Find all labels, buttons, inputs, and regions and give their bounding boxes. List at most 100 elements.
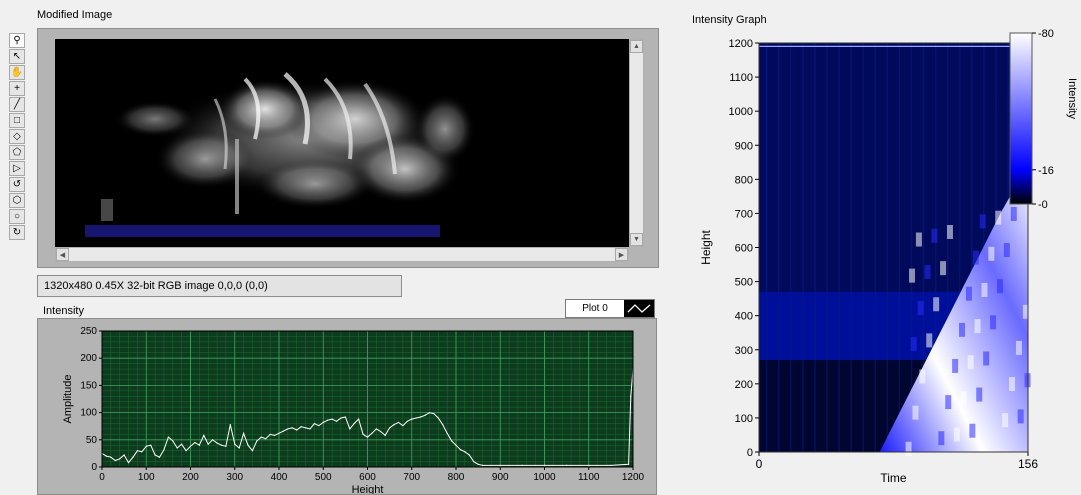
heatmap-texture-cell (933, 297, 939, 311)
freehand-tool-icon[interactable]: ▷ (9, 161, 25, 176)
data-point (265, 438, 266, 439)
colorbar[interactable] (1010, 33, 1032, 204)
intensity-graph[interactable]: 0 100 200 300 400 500 600 700 800 900 1000 1100 1200… (688, 29, 1081, 495)
data-point (367, 436, 368, 437)
pan-tool-icon[interactable]: ✋ (9, 65, 25, 80)
heatmap-texture-cell (980, 214, 986, 228)
y-tick-label: 500 (735, 277, 753, 289)
data-point (402, 425, 403, 426)
heatmap-streak (766, 43, 768, 452)
heatmap-texture-cell (954, 427, 960, 441)
data-point (385, 435, 386, 436)
heatmap-texture-cell (1004, 243, 1010, 257)
data-point (332, 419, 333, 420)
y-tick-label: 0 (747, 447, 753, 459)
data-point (478, 464, 479, 465)
select-tool-icon[interactable]: ↖ (9, 49, 25, 64)
rotated-rectangle-tool-icon[interactable]: ◇ (9, 129, 25, 144)
data-point (349, 428, 350, 429)
image-toolbar: ⚲ ↖ ✋ + ╱ □ ◇ ⬠ ▷ ↺ ⬡ ○ ↻ (9, 33, 29, 241)
scroll-up-arrow[interactable]: ▲ (630, 40, 643, 53)
data-point (460, 449, 461, 450)
data-point (296, 429, 297, 430)
data-point (544, 465, 545, 466)
heatmap-texture-cell (976, 388, 982, 402)
data-point (376, 428, 377, 429)
x-tick-label: 100 (138, 472, 155, 483)
oval-tool-icon[interactable]: ○ (9, 209, 25, 224)
data-point (159, 457, 160, 458)
heatmap-texture-cell (912, 406, 918, 420)
data-point (630, 396, 631, 397)
zoom-tool-icon[interactable]: ⚲ (9, 33, 25, 48)
x-tick-label: 1200 (622, 472, 645, 483)
scroll-right-arrow[interactable]: ▶ (615, 248, 628, 261)
flame-image (55, 39, 629, 247)
modified-image-title: Modified Image (37, 9, 112, 21)
x-tick-label: 900 (492, 472, 509, 483)
heatmap-texture-cell (925, 265, 931, 279)
data-point (194, 442, 195, 443)
data-point (473, 461, 474, 462)
data-point (274, 435, 275, 436)
data-point (181, 444, 182, 445)
heatmap-texture-cell (995, 211, 1001, 225)
data-point (110, 457, 111, 458)
heatmap-texture-cell (969, 424, 975, 438)
y-tick-label: 100 (80, 408, 97, 419)
freehand-line-tool-icon[interactable]: ↺ (9, 177, 25, 192)
data-point (500, 465, 501, 466)
x-tick-label: 156 (1018, 457, 1038, 471)
heatmap-texture-cell (981, 283, 987, 297)
heatmap-texture-cell (916, 233, 922, 247)
data-point (522, 465, 523, 466)
rectangle-tool-icon[interactable]: □ (9, 113, 25, 128)
scroll-down-arrow[interactable]: ▼ (630, 233, 643, 246)
data-point (301, 426, 302, 427)
horizontal-scrollbar[interactable]: ◀ ▶ (55, 247, 629, 262)
plot-legend[interactable]: Plot 0 (565, 299, 655, 318)
y-tick-label: 600 (735, 243, 753, 255)
vertical-scrollbar[interactable]: ▲ ▼ (629, 39, 644, 247)
intensity-chart-frame: 0 100 200 300 400 500 600 700 800 900 1000 1100 1200… (37, 318, 657, 495)
y-tick-label: 400 (735, 311, 753, 323)
image-display[interactable] (55, 39, 629, 247)
data-point (141, 451, 142, 452)
data-point (221, 445, 222, 446)
data-point (216, 442, 217, 443)
polygon-tool-icon[interactable]: ⬠ (9, 145, 25, 160)
data-point (455, 445, 456, 446)
heatmap-texture-cell (1002, 413, 1008, 427)
heatmap-texture-cell (975, 319, 981, 333)
x-tick-label: 1000 (533, 472, 556, 483)
x-tick-label: 1100 (578, 472, 600, 483)
data-point (420, 416, 421, 417)
heatmap-texture-cell (947, 225, 953, 239)
line-tool-icon[interactable]: ╱ (9, 97, 25, 112)
y-tick-label: 900 (735, 140, 753, 152)
x-tick-label: 300 (226, 472, 243, 483)
scroll-left-arrow[interactable]: ◀ (56, 248, 69, 261)
y-axis-label: Amplitude (62, 375, 74, 424)
x-tick-label: 400 (271, 472, 288, 483)
data-point (371, 433, 372, 434)
colorbar-tick-label: -0 (1038, 199, 1048, 211)
colorbar-tick-label: -16 (1038, 165, 1054, 177)
broken-line-tool-icon[interactable]: ↻ (9, 225, 25, 240)
data-point (314, 423, 315, 424)
image-display-frame: ▲ ▼ ◀ ▶ (37, 28, 659, 268)
heatmap-texture-cell (1016, 341, 1022, 355)
heatmap-streak (826, 43, 828, 452)
image-info-status: 1320x480 0.45X 32-bit RGB image 0,0,0 (0… (37, 275, 402, 297)
annulus-tool-icon[interactable]: ⬡ (9, 193, 25, 208)
data-point (150, 445, 151, 446)
data-point (309, 428, 310, 429)
point-tool-icon[interactable]: + (9, 81, 25, 96)
data-point (119, 458, 120, 459)
data-point (433, 413, 434, 414)
intensity-chart[interactable]: 0 100 200 300 400 500 600 700 800 900 1000 1100 1200… (38, 319, 656, 494)
data-point (287, 428, 288, 429)
data-point (146, 446, 147, 447)
heatmap-streak (862, 43, 864, 452)
data-point (305, 427, 306, 428)
